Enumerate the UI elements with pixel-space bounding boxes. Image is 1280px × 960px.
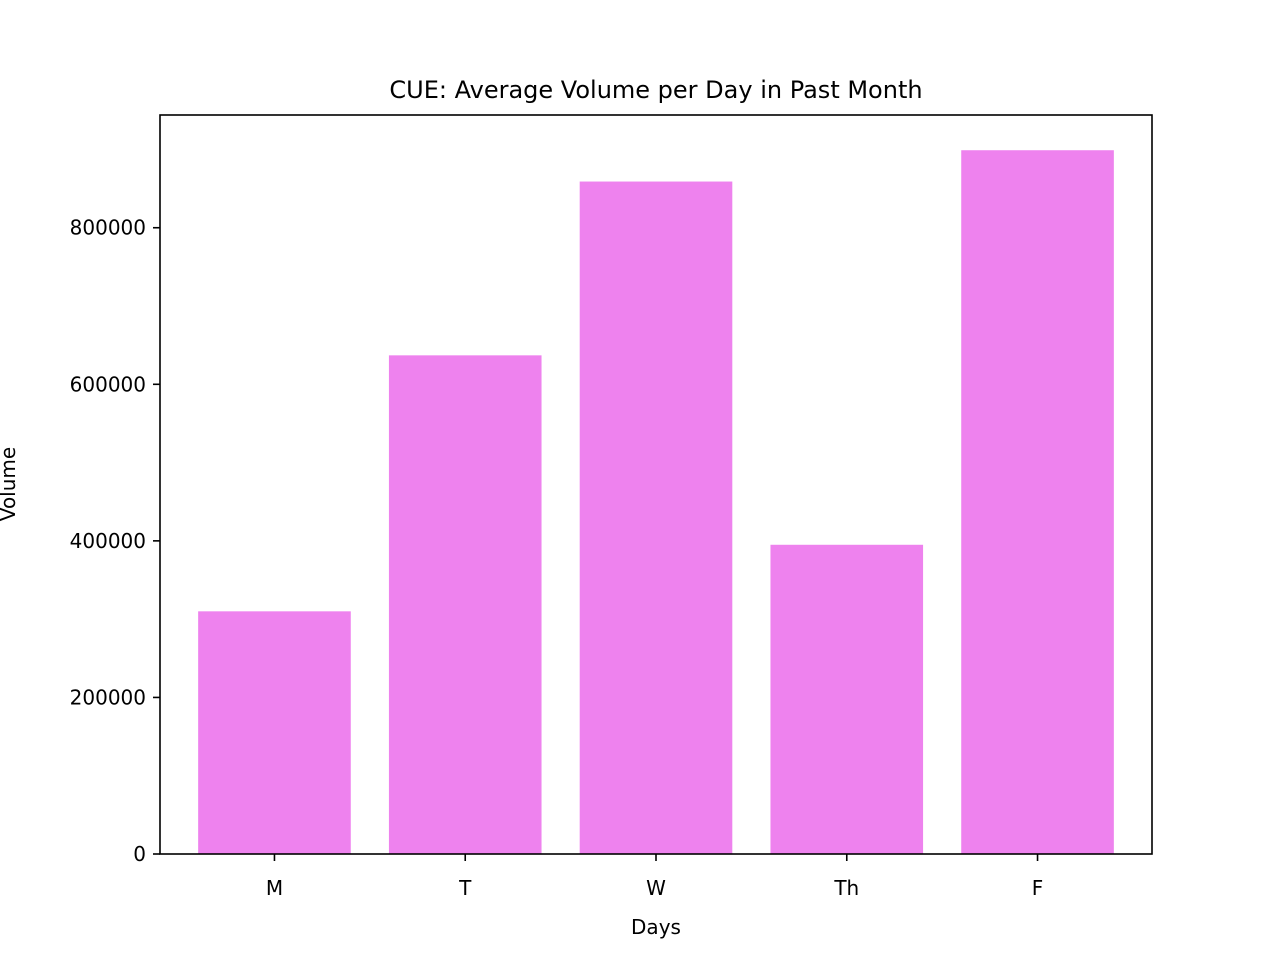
bar-th <box>770 544 924 854</box>
x-tick-label: W <box>646 876 666 900</box>
x-tick-label: M <box>266 876 283 900</box>
x-tick-label: F <box>1032 876 1044 900</box>
y-axis: 0 200000 400000 600000 800000 <box>70 216 160 866</box>
x-tick-label: T <box>458 876 472 900</box>
y-tick-label: 800000 <box>70 216 146 240</box>
y-tick-label: 400000 <box>70 529 146 553</box>
x-axis: M T W Th F <box>266 854 1043 900</box>
bar-w <box>579 181 733 854</box>
x-tick-label: Th <box>833 876 859 900</box>
bar-m <box>198 611 351 854</box>
plot-frame <box>159 114 1153 855</box>
y-tick-label: 600000 <box>70 372 146 396</box>
y-tick-label: 0 <box>133 842 146 866</box>
chart-title: CUE: Average Volume per Day in Past Mont… <box>389 76 922 104</box>
bar-t <box>388 355 542 854</box>
y-tick-label: 200000 <box>70 685 146 709</box>
bars-group <box>198 150 1114 854</box>
x-axis-label: Days <box>631 915 681 939</box>
bar-f <box>961 150 1114 854</box>
y-axis-label: Volume <box>0 447 20 521</box>
